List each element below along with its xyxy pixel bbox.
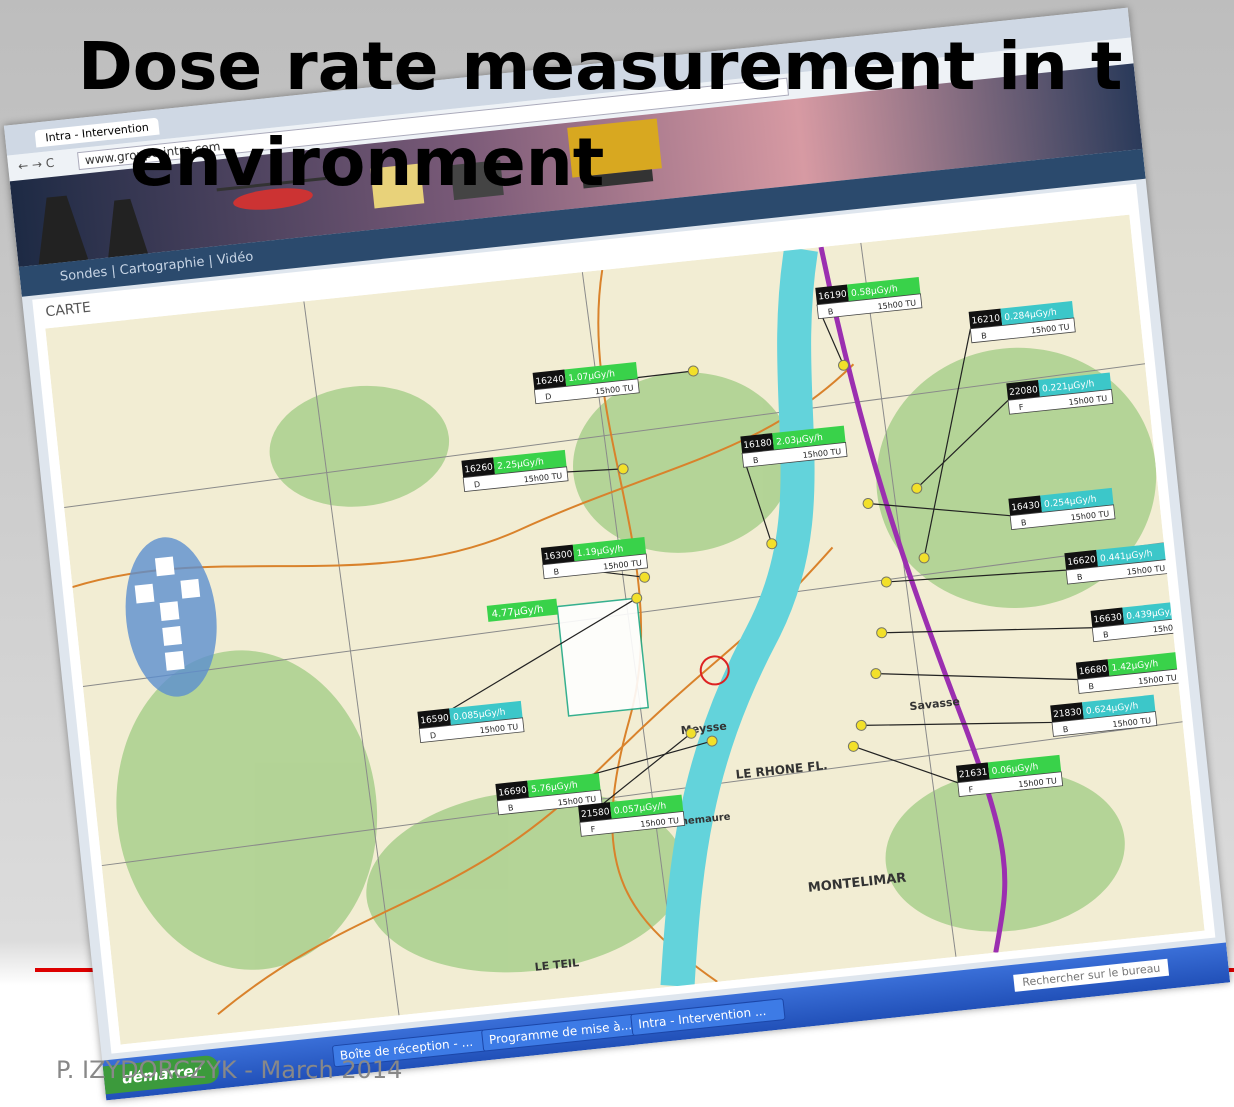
search-field[interactable]: Rechercher sur le bureau xyxy=(1014,959,1169,992)
sensor-point[interactable] xyxy=(876,627,887,638)
sensor-status: B xyxy=(1021,518,1027,528)
sensor-point[interactable] xyxy=(856,720,867,731)
sensor-status: B xyxy=(508,803,514,813)
sensor-point[interactable] xyxy=(639,572,650,583)
sensor-status: B xyxy=(553,567,559,577)
map-panel: CARTE xyxy=(32,184,1215,1054)
sensor-point[interactable] xyxy=(838,360,849,371)
sensor-status: B xyxy=(981,331,987,341)
sensor-status: B xyxy=(1088,682,1094,692)
sensor-point[interactable] xyxy=(686,728,697,739)
sensor-point[interactable] xyxy=(707,736,718,747)
sensor-point[interactable] xyxy=(870,668,881,679)
slide-title-line: Dose rate measurement in t xyxy=(78,28,1122,105)
sensor-point[interactable] xyxy=(688,366,699,377)
sensor-status: B xyxy=(827,307,833,317)
sensor-point[interactable] xyxy=(631,593,642,604)
sensor-point[interactable] xyxy=(618,463,629,474)
panel-title: CARTE xyxy=(45,300,92,321)
sensor-status: D xyxy=(430,731,437,741)
taskbar-item[interactable]: Intra - Intervention ... xyxy=(630,998,785,1036)
sensor-point[interactable] xyxy=(881,576,892,587)
sensor-status: B xyxy=(1062,725,1068,735)
taskbar-item[interactable]: Programme de mise à... xyxy=(481,1014,636,1052)
sensor-point[interactable] xyxy=(919,552,930,563)
slide-footer: P. IZYDORCZYK - March 2014 xyxy=(56,1056,402,1084)
slide-title-line: environment xyxy=(130,124,604,201)
nav-buttons[interactable]: ← → C xyxy=(17,156,54,174)
sensor-status: B xyxy=(1103,630,1109,640)
sensor-status: B xyxy=(753,456,759,466)
sensor-point[interactable] xyxy=(848,741,859,752)
sensor-status: B xyxy=(1077,572,1083,582)
map: MONTELIMARLE RHONE FL.LE TEILMeysseSavas… xyxy=(45,215,1204,1045)
sensor-status: D xyxy=(474,480,481,490)
sensor-point[interactable] xyxy=(766,538,777,549)
sensor-status: D xyxy=(545,392,552,402)
sensor-point[interactable] xyxy=(911,483,922,494)
slide: Intra - Intervention ← → C www.groupe-in… xyxy=(0,0,1234,1107)
sensor-point[interactable] xyxy=(863,498,874,509)
